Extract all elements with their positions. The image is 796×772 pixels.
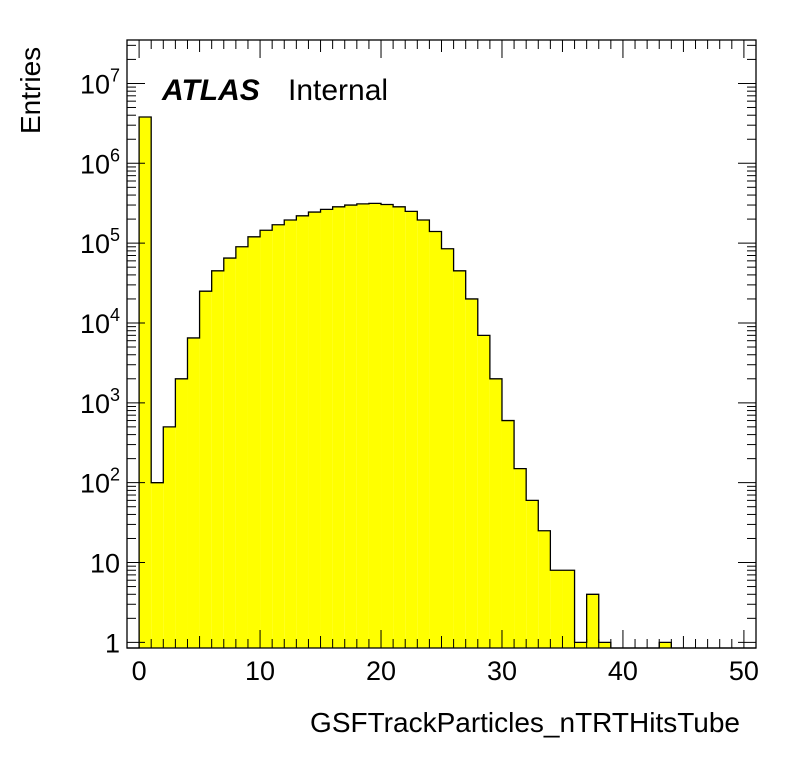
histogram-bar: [332, 206, 345, 648]
histogram-bar: [308, 212, 321, 649]
histogram-bar: [393, 206, 406, 648]
histogram-bars: [139, 116, 672, 649]
plot-frame: [126, 39, 757, 649]
histogram-bar: [344, 205, 357, 648]
histogram-bar: [429, 231, 442, 649]
histogram-outline: [127, 116, 756, 649]
y-tick-label: 107: [80, 65, 120, 99]
y-tick-label: 106: [80, 145, 120, 179]
x-axis-title: GSFTrackParticles_nTRTHitsTube: [310, 707, 740, 738]
histogram-bar: [550, 570, 563, 648]
histogram-bar: [659, 642, 672, 648]
histogram-bar: [272, 224, 285, 648]
atlas-label: ATLAS: [161, 74, 260, 107]
histogram-bar: [441, 248, 454, 648]
y-tick-label: 103: [80, 385, 120, 419]
histogram-bar: [586, 594, 599, 648]
histogram-bar: [296, 215, 309, 648]
histogram-bar: [163, 426, 176, 648]
histogram-bar: [356, 203, 369, 649]
y-axis-title: Entries: [15, 47, 46, 134]
histogram-bar: [489, 378, 502, 648]
histogram-bar: [562, 570, 575, 648]
histogram-bar: [526, 500, 539, 648]
histogram-bar: [501, 420, 515, 648]
histogram-bar: [465, 298, 478, 648]
histogram-bar: [381, 204, 394, 648]
y-tick-label: 10: [90, 549, 120, 579]
histogram-bar: [284, 219, 297, 648]
histogram-bar: [453, 270, 466, 648]
histogram-bar: [417, 219, 430, 648]
histogram-bar: [223, 258, 236, 648]
histogram-bar: [538, 530, 551, 648]
histogram-bar: [598, 642, 611, 648]
histogram-bar: [211, 270, 224, 648]
internal-label: Internal: [288, 74, 388, 107]
histogram-bar: [175, 378, 188, 648]
histogram-bar: [139, 116, 152, 649]
x-tick-label: 30: [487, 656, 517, 686]
x-tick-labels: 0 10 20 30 40 50: [132, 656, 759, 686]
histogram-bar: [247, 236, 261, 648]
histogram-bar: [199, 291, 212, 648]
histogram-bar: [320, 209, 333, 649]
histogram-bar: [368, 203, 382, 648]
y-tick-label: 1: [105, 628, 120, 658]
x-tick-label: 10: [245, 656, 275, 686]
x-tick-label: 20: [366, 656, 396, 686]
histogram-bar: [187, 337, 200, 648]
histogram-bar: [260, 230, 273, 648]
y-tick-label: 102: [80, 465, 120, 499]
y-tick-labels: 1 10 102 103 104 105 106 107: [80, 65, 120, 658]
x-tick-label: 0: [132, 656, 147, 686]
y-tick-label: 104: [80, 305, 120, 339]
x-tick-label: 50: [729, 656, 759, 686]
axis-ticks: [127, 40, 756, 648]
histogram-bar: [574, 642, 587, 648]
x-tick-label: 40: [608, 656, 638, 686]
histogram-bar: [477, 335, 490, 648]
histogram-bar: [405, 211, 418, 649]
histogram-bar: [514, 468, 527, 648]
histogram-bar: [151, 482, 164, 648]
y-tick-label: 105: [80, 225, 120, 259]
histogram-bar: [235, 246, 248, 648]
